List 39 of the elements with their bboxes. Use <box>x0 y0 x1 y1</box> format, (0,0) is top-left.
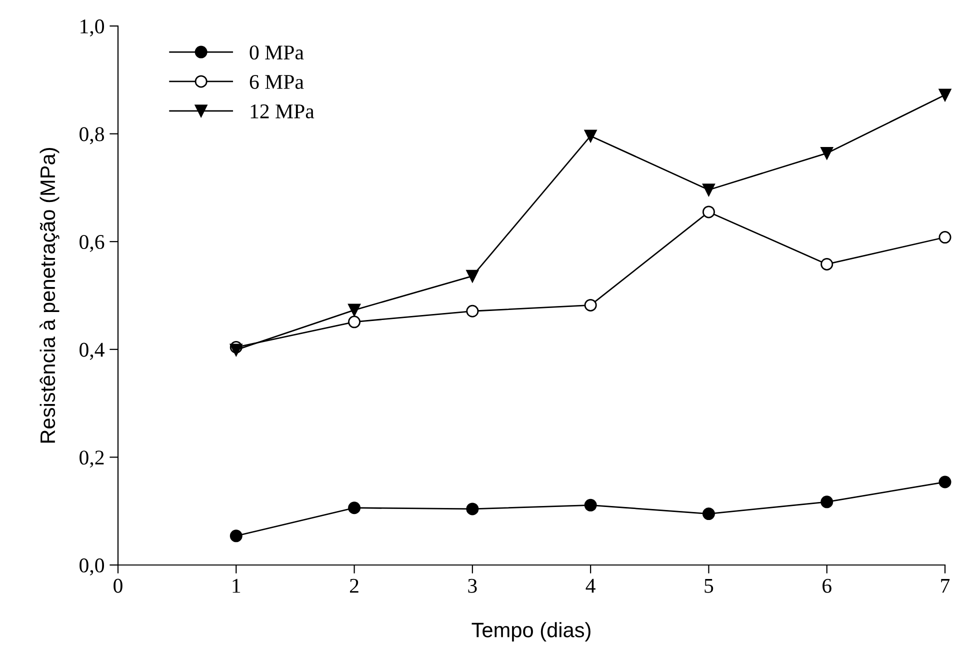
point <box>820 146 834 160</box>
point <box>584 498 597 512</box>
point <box>584 298 597 312</box>
y-tick-label: 0,4 <box>80 342 104 360</box>
point <box>348 502 361 514</box>
point <box>702 184 715 196</box>
point <box>466 502 479 516</box>
y-tick-label: 0,0 <box>80 558 104 576</box>
x-tick-label: 2 <box>350 578 358 593</box>
point <box>938 231 952 244</box>
point <box>938 476 952 488</box>
x-tick-label: 5 <box>704 579 714 593</box>
point <box>230 530 242 542</box>
y-tick-label: 0,2 <box>80 450 104 468</box>
y-tick-label: 0,8 <box>80 127 104 144</box>
point <box>466 270 479 282</box>
legend-label: 0 MPa <box>250 45 304 60</box>
point <box>820 496 834 508</box>
legend-label: 12 MPa <box>250 104 314 118</box>
point <box>938 88 952 102</box>
y-axis-title: Resistência à penetração (MPa) <box>40 148 60 443</box>
point <box>348 316 361 328</box>
x-axis-title: Tempo (dias) <box>472 622 590 642</box>
x-tick-label: 3 <box>468 578 477 593</box>
x-tick-label: 6 <box>822 578 832 593</box>
y-tick-label: 1,0 <box>80 19 104 36</box>
y-tick-label: 0,6 <box>80 234 104 252</box>
point <box>820 258 834 270</box>
legend-label: 6 MPa <box>250 74 304 89</box>
point <box>348 304 361 316</box>
x-tick-label: 0 <box>114 578 122 593</box>
point <box>466 304 479 318</box>
x-tick-label: 1 <box>232 578 240 593</box>
point <box>230 344 242 356</box>
x-tick-label: 4 <box>586 578 596 593</box>
point <box>584 130 597 142</box>
x-tick-label: 7 <box>941 579 950 593</box>
point <box>702 206 715 218</box>
point <box>702 508 715 520</box>
